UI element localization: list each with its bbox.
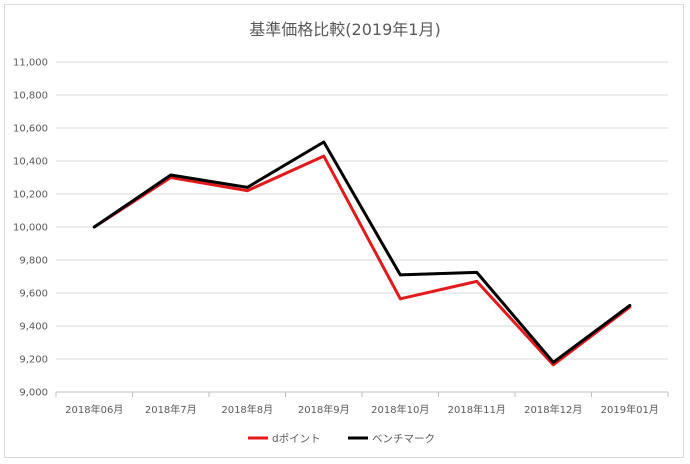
x-tick-label: 2018年12月 — [524, 403, 582, 416]
legend-label-1: ベンチマーク — [372, 433, 435, 445]
x-tick-label: 2018年8月 — [221, 403, 273, 416]
x-tick-label: 2018年7月 — [145, 403, 197, 416]
y-tick-label: 10,400 — [13, 157, 48, 168]
chart-title: 基準価格比較(2019年1月) — [249, 20, 441, 39]
x-tick-label: 2018年11月 — [448, 403, 506, 416]
x-axis — [55, 391, 669, 397]
x-axis-ticks: 2018年06月 2018年7月 2018年8月 2018年9月 2018年10月 201… — [65, 403, 659, 416]
y-tick-label: 10,000 — [13, 223, 48, 234]
y-tick-label: 9,200 — [19, 355, 48, 366]
y-tick-label: 9,800 — [19, 256, 48, 267]
series-line-1 — [92, 140, 632, 364]
y-tick-label: 10,200 — [13, 190, 48, 201]
x-tick-label: 2018年10月 — [371, 403, 429, 416]
grid-lines — [56, 61, 668, 393]
legend: dポイント ベンチマーク — [248, 433, 435, 445]
x-tick-label: 2018年06月 — [65, 403, 123, 416]
y-tick-label: 11,000 — [13, 58, 48, 69]
y-tick-label: 9,400 — [19, 322, 48, 333]
y-tick-label: 9,000 — [19, 388, 48, 399]
y-axis-ticks: 9,000 9,200 9,400 9,600 9,800 10,000 10,200 10,… — [13, 58, 48, 399]
chart-frame — [4, 4, 684, 458]
x-tick-label: 2018年9月 — [298, 403, 350, 416]
series-line-0 — [92, 154, 632, 367]
y-tick-label: 10,600 — [13, 124, 48, 135]
y-tick-label: 9,600 — [19, 289, 48, 300]
x-tick-label: 2019年01月 — [601, 403, 659, 416]
series-lines — [92, 140, 632, 367]
legend-label-0: dポイント — [272, 433, 321, 445]
y-tick-label: 10,800 — [13, 91, 48, 102]
